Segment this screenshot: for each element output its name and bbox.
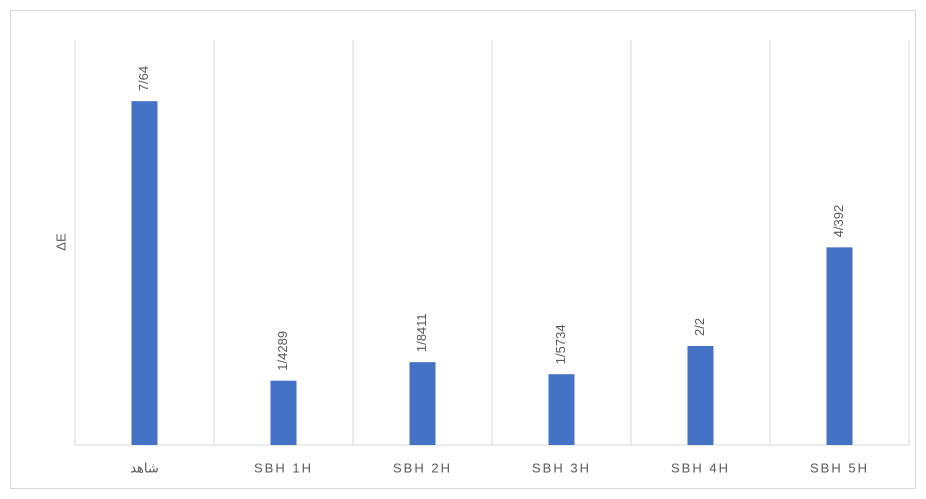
value-label: 1/4289	[275, 331, 290, 371]
bar	[548, 374, 575, 445]
value-label: 2/2	[692, 318, 707, 336]
value-label: 4/392	[831, 205, 846, 238]
x-tick-label: شاهد	[130, 460, 159, 475]
bar	[409, 362, 436, 445]
bar	[270, 380, 297, 445]
x-tick-label: SBH 4H	[671, 460, 730, 475]
bar	[826, 247, 853, 445]
x-tick-label: SBH 1H	[254, 460, 313, 475]
x-tick-label: SBH 3H	[532, 460, 591, 475]
bar	[687, 346, 714, 445]
value-label: 1/5734	[553, 324, 568, 364]
y-axis-label: ΔE	[53, 233, 68, 251]
bar	[131, 101, 158, 445]
value-label: 1/8411	[414, 313, 429, 352]
value-label: 7/64	[136, 66, 151, 91]
x-tick-label: SBH 2H	[393, 460, 452, 475]
chart-frame	[10, 10, 916, 489]
x-tick-label: SBH 5H	[810, 460, 869, 475]
